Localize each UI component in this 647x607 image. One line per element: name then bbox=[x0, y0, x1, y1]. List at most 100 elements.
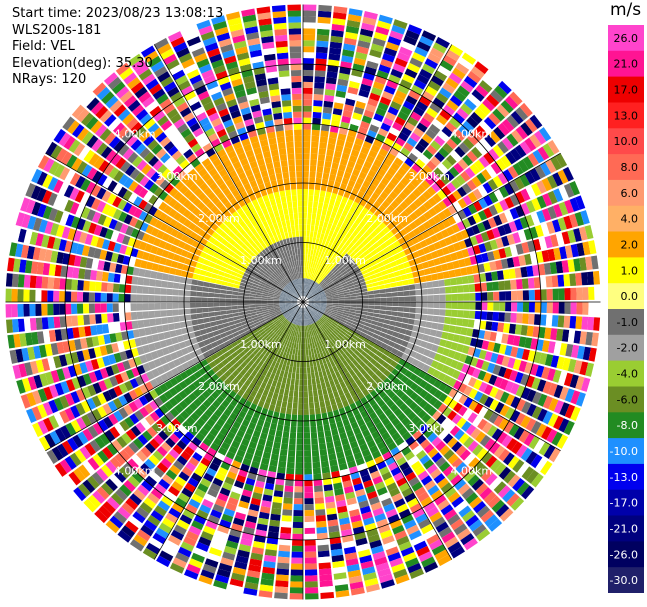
range-gate bbox=[26, 245, 35, 260]
range-gate bbox=[193, 225, 202, 234]
range-gate bbox=[303, 194, 308, 201]
range-gate bbox=[268, 345, 274, 352]
range-gate bbox=[234, 561, 248, 570]
range-gate bbox=[169, 267, 177, 275]
range-gate bbox=[378, 412, 387, 422]
range-gate bbox=[350, 421, 359, 430]
range-gate bbox=[408, 530, 422, 541]
range-gate bbox=[336, 402, 344, 410]
range-gate bbox=[334, 96, 345, 104]
range-gate bbox=[31, 331, 39, 345]
range-gate bbox=[47, 290, 54, 302]
range-gate bbox=[306, 260, 310, 267]
range-gate bbox=[308, 300, 315, 302]
range-gate bbox=[311, 129, 320, 137]
range-gate bbox=[426, 315, 434, 322]
range-gate bbox=[515, 126, 528, 140]
range-gate bbox=[306, 306, 310, 312]
range-gate bbox=[43, 386, 53, 401]
range-gate bbox=[247, 509, 259, 518]
range-gate bbox=[264, 383, 271, 391]
range-gate bbox=[409, 245, 417, 253]
range-gate bbox=[377, 250, 386, 257]
range-gate bbox=[371, 87, 383, 96]
range-gate bbox=[318, 395, 324, 402]
range-gate bbox=[314, 303, 321, 305]
range-gate bbox=[215, 279, 223, 285]
range-gate bbox=[291, 551, 303, 558]
range-gate bbox=[310, 330, 314, 337]
range-gate bbox=[87, 494, 102, 509]
range-gate bbox=[267, 294, 274, 298]
range-gate bbox=[259, 463, 269, 471]
range-gate bbox=[346, 331, 353, 337]
range-gate bbox=[403, 519, 417, 530]
range-gate bbox=[325, 349, 330, 357]
range-gate bbox=[81, 414, 92, 427]
range-gate bbox=[105, 520, 120, 534]
range-gate bbox=[307, 331, 311, 338]
range-gate bbox=[462, 510, 476, 523]
range-gate bbox=[279, 370, 285, 377]
range-gate bbox=[19, 259, 27, 273]
range-gate bbox=[329, 324, 336, 330]
range-gate bbox=[184, 302, 191, 309]
range-gate bbox=[129, 539, 145, 552]
range-gate bbox=[288, 353, 292, 361]
range-gate bbox=[317, 333, 322, 340]
range-gate bbox=[444, 254, 453, 263]
range-gate bbox=[332, 296, 339, 299]
range-gate bbox=[277, 556, 290, 564]
range-gate bbox=[350, 587, 365, 596]
range-gate bbox=[91, 259, 99, 270]
range-gate bbox=[280, 357, 285, 365]
range-gate bbox=[495, 354, 505, 365]
range-gate bbox=[462, 137, 475, 150]
range-gate bbox=[522, 302, 530, 313]
range-gate bbox=[303, 349, 306, 356]
range-gate bbox=[266, 537, 279, 545]
range-gate bbox=[491, 271, 499, 281]
range-gate bbox=[65, 315, 73, 327]
range-gate bbox=[303, 403, 309, 410]
range-gate bbox=[520, 266, 528, 278]
range-gate bbox=[535, 423, 547, 438]
range-gate bbox=[326, 71, 338, 79]
range-gate bbox=[237, 389, 245, 397]
range-gate bbox=[289, 310, 295, 315]
range-gate bbox=[267, 378, 274, 386]
range-gate bbox=[128, 205, 138, 216]
range-gate bbox=[563, 215, 573, 230]
range-gate bbox=[264, 482, 275, 491]
range-gate bbox=[318, 327, 323, 333]
range-gate bbox=[309, 171, 316, 178]
range-gate bbox=[292, 336, 296, 343]
range-gate bbox=[467, 203, 478, 215]
range-gate bbox=[363, 380, 371, 389]
range-gate bbox=[364, 322, 371, 328]
range-gate bbox=[329, 250, 335, 257]
range-gate bbox=[258, 360, 265, 367]
range-gate bbox=[501, 355, 510, 367]
range-gate bbox=[376, 276, 384, 282]
range-gate bbox=[451, 309, 458, 317]
range-gate bbox=[414, 257, 422, 265]
range-gate bbox=[539, 276, 547, 288]
range-gate bbox=[414, 283, 422, 290]
range-gate bbox=[206, 395, 216, 404]
range-gate bbox=[155, 527, 170, 539]
range-gate bbox=[255, 299, 262, 302]
range-gate bbox=[421, 556, 436, 568]
range-gate bbox=[313, 294, 320, 298]
range-gate bbox=[381, 497, 393, 507]
range-gate bbox=[59, 459, 72, 474]
range-gate bbox=[350, 296, 357, 300]
range-gate bbox=[292, 402, 298, 409]
range-gate bbox=[285, 300, 292, 302]
range-gate bbox=[178, 240, 186, 249]
range-gate bbox=[387, 36, 402, 46]
range-gate bbox=[378, 346, 386, 354]
range-gate bbox=[362, 259, 370, 266]
range-gate bbox=[217, 467, 228, 476]
range-gate bbox=[395, 137, 406, 147]
